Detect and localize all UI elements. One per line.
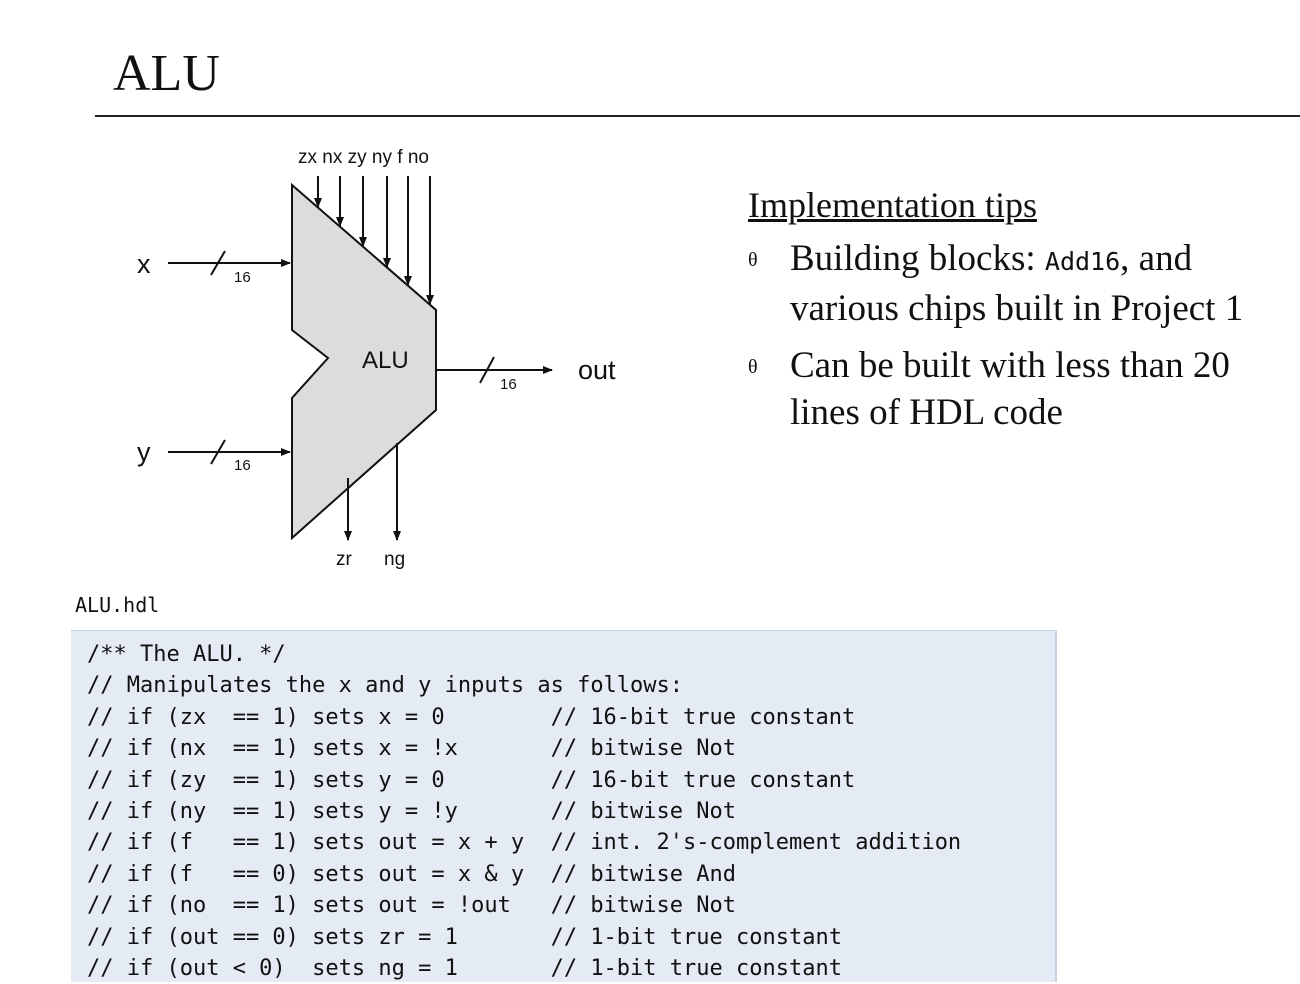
input-label-x: x xyxy=(137,249,151,279)
bus-width-x: 16 xyxy=(234,269,251,286)
code-block: /** The ALU. */ // Manipulates the x and … xyxy=(71,630,1057,982)
bullet-theta-icon: θ xyxy=(748,249,758,271)
bus-slash-y xyxy=(210,439,226,465)
code-line: // if (nx == 1) sets x = !x // bitwise N… xyxy=(87,736,737,762)
code-line: // Manipulates the x and y inputs as fol… xyxy=(87,673,684,699)
control-label-ny: ny xyxy=(372,147,393,168)
alu-diagram: ALU zx nx zy ny f no x 16 y 16 16 out zr… xyxy=(137,147,616,570)
code-line: /** The ALU. */ xyxy=(87,642,286,667)
code-line: // if (no == 1) sets out = !out // bitwi… xyxy=(87,893,737,919)
bus-width-y: 16 xyxy=(234,457,251,474)
tip-item: θ Can be built with less than 20 lines o… xyxy=(748,342,1300,436)
bullet-theta-icon: θ xyxy=(748,356,758,378)
implementation-tips: Implementation tips θ Building blocks: A… xyxy=(748,183,1300,446)
bus-width-out: 16 xyxy=(500,376,517,393)
code-line: // if (zy == 1) sets y = 0 // 16-bit tru… xyxy=(87,767,856,793)
control-label-nx: nx xyxy=(322,147,343,168)
control-inputs-label: zx nx zy ny f no xyxy=(298,147,429,168)
title-divider xyxy=(95,115,1300,117)
tips-heading: Implementation tips xyxy=(748,185,1037,225)
output-label-out: out xyxy=(578,355,616,385)
output-label-ng: ng xyxy=(384,549,405,570)
code-line: // if (f == 1) sets out = x + y // int. … xyxy=(87,830,962,856)
control-label-f: f xyxy=(397,147,403,168)
code-lines: /** The ALU. */ // Manipulates the x and … xyxy=(71,631,1055,984)
code-line: // if (out == 0) sets zr = 1 // 1-bit tr… xyxy=(87,924,842,950)
control-label-no: no xyxy=(408,147,429,168)
control-label-zx: zx xyxy=(298,147,318,168)
code-line: // if (f == 0) sets out = x & y // bitwi… xyxy=(87,861,737,887)
tip-text-suffix: , and various chips built in Project 1 xyxy=(790,238,1244,329)
slide-title: ALU xyxy=(113,45,220,102)
output-label-zr: zr xyxy=(336,549,353,570)
alu-chip-body xyxy=(291,182,437,541)
code-line: // if (ny == 1) sets y = !y // bitwise N… xyxy=(87,799,737,825)
code-line: // if (zx == 1) sets x = 0 // 16-bit tru… xyxy=(87,704,856,730)
alu-chip-label: ALU xyxy=(362,347,409,374)
tip-code-add16: Add16 xyxy=(1044,247,1121,276)
control-label-zy: zy xyxy=(348,147,368,168)
code-line: // if (out < 0) sets ng = 1 // 1-bit tru… xyxy=(87,956,842,982)
tip-text-prefix: Building blocks: xyxy=(790,238,1045,279)
tip-item: θ Building blocks: Add16, and various ch… xyxy=(748,235,1300,332)
code-filename: ALU.hdl xyxy=(75,593,160,617)
tip-text: Can be built with less than 20 lines of … xyxy=(790,345,1230,433)
bus-slash-out xyxy=(479,356,495,384)
bus-slash-x xyxy=(210,250,226,276)
input-label-y: y xyxy=(137,437,151,467)
